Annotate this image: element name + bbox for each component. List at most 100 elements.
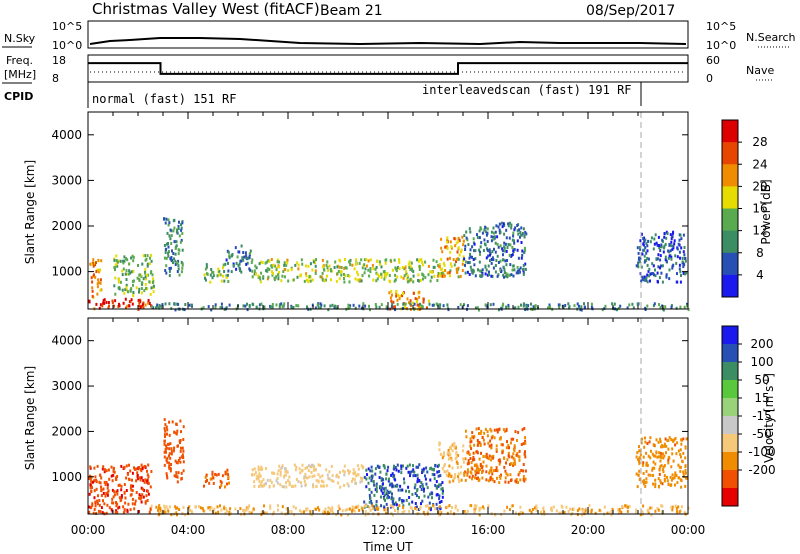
data-cell: [403, 305, 406, 309]
data-cell: [489, 253, 491, 257]
y-tick-label: 2000: [51, 424, 82, 438]
data-cell: [265, 260, 268, 264]
data-cell: [166, 460, 169, 464]
data-cell: [176, 461, 179, 465]
data-cell: [489, 476, 492, 480]
data-cell: [642, 504, 645, 508]
data-cell: [177, 252, 180, 256]
data-cell: [132, 291, 135, 294]
data-cell: [665, 259, 668, 263]
data-cell: [499, 230, 502, 234]
data-cell: [385, 472, 388, 476]
data-cell: [471, 255, 473, 259]
data-cell: [424, 260, 427, 264]
data-cell: [434, 483, 437, 487]
data-cell: [259, 280, 262, 284]
data-cell: [441, 481, 444, 485]
data-cell: [374, 488, 377, 492]
data-cell: [304, 483, 307, 487]
data-cell: [643, 254, 646, 258]
data-cell: [112, 473, 115, 477]
data-cell: [287, 279, 290, 283]
data-cell: [417, 259, 420, 263]
data-cell: [211, 470, 214, 474]
data-cell: [176, 270, 179, 273]
data-cell: [448, 480, 451, 484]
data-cell: [641, 510, 644, 514]
data-cell: [182, 506, 185, 509]
data-cell: [439, 272, 442, 275]
data-cell: [125, 283, 128, 287]
data-cell: [413, 470, 416, 474]
data-cell: [320, 484, 322, 488]
data-cell: [91, 486, 93, 489]
data-cell: [251, 473, 254, 477]
data-cell: [205, 265, 208, 269]
data-cell: [547, 306, 549, 310]
data-cell: [224, 485, 226, 489]
data-cell: [91, 280, 94, 284]
data-cell: [656, 279, 659, 283]
data-cell: [446, 505, 449, 509]
data-cell: [165, 247, 168, 251]
data-cell: [578, 304, 580, 308]
data-cell: [576, 513, 579, 517]
data-cell: [139, 478, 142, 482]
data-cell: [524, 262, 527, 266]
data-cell: [165, 425, 168, 429]
data-cell: [182, 460, 185, 464]
data-cell: [344, 266, 347, 270]
data-cell: [508, 253, 511, 257]
data-cell: [662, 470, 665, 474]
data-cell: [284, 470, 287, 474]
data-cell: [333, 306, 336, 310]
data-cell: [144, 501, 147, 505]
data-cell: [663, 232, 666, 236]
data-cell: [106, 503, 109, 507]
data-cell: [652, 474, 654, 477]
data-cell: [258, 472, 261, 476]
data-cell: [301, 463, 304, 467]
data-cell: [555, 509, 558, 513]
data-cell: [463, 257, 466, 261]
data-cell: [510, 462, 512, 466]
data-cell: [670, 505, 673, 509]
data-cell: [669, 484, 672, 487]
data-cell: [436, 279, 439, 282]
data-cell: [518, 458, 521, 462]
data-cell: [625, 505, 628, 509]
data-cell: [164, 250, 167, 254]
data-cell: [648, 267, 651, 271]
data-cell: [490, 470, 493, 474]
data-cell: [164, 448, 167, 452]
data-cell: [265, 269, 268, 273]
data-cell: [509, 508, 511, 512]
data-cell: [96, 502, 99, 506]
data-cell: [284, 467, 287, 470]
data-cell: [439, 507, 442, 511]
data-cell: [305, 274, 308, 278]
data-cell: [661, 468, 664, 472]
data-cell: [210, 506, 213, 510]
data-cell: [679, 256, 681, 260]
data-cell: [142, 495, 145, 499]
data-cell: [139, 305, 142, 309]
data-cell: [494, 264, 497, 267]
data-cell: [271, 471, 274, 475]
data-cell: [644, 306, 647, 310]
data-cell: [398, 297, 401, 301]
data-cell: [480, 241, 483, 245]
data-cell: [658, 303, 661, 306]
data-cell: [438, 442, 441, 445]
data-cell: [375, 482, 378, 486]
data-cell: [136, 474, 139, 477]
data-cell: [163, 507, 166, 511]
data-cell: [228, 481, 230, 485]
data-cell: [146, 489, 149, 493]
data-cell: [210, 268, 213, 271]
data-cell: [112, 495, 115, 499]
data-cell: [659, 451, 662, 455]
data-cell: [447, 308, 450, 312]
data-cell: [202, 509, 205, 513]
data-cell: [99, 268, 102, 272]
